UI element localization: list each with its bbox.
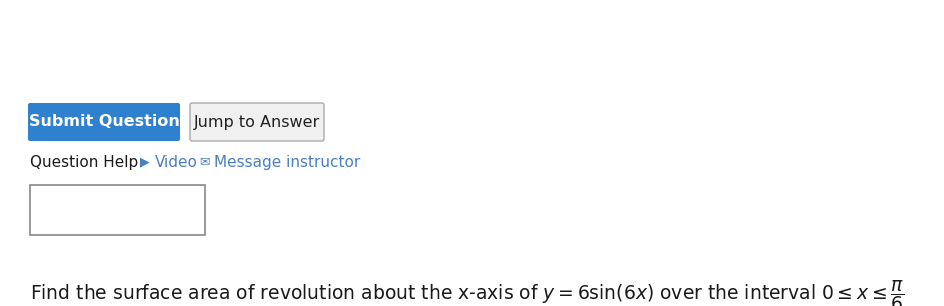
Text: ✉: ✉ — [199, 155, 210, 168]
Bar — [30, 185, 205, 235]
Text: Submit Question: Submit Question — [28, 114, 179, 129]
FancyBboxPatch shape — [28, 103, 179, 141]
Text: Question Help:: Question Help: — [30, 155, 143, 170]
Text: ▶: ▶ — [140, 155, 149, 168]
Text: Video: Video — [155, 155, 197, 170]
Text: Find the surface area of revolution about the x-axis of $y = 6\sin(6x)$ over the: Find the surface area of revolution abou… — [30, 278, 903, 306]
FancyBboxPatch shape — [190, 103, 324, 141]
Text: Jump to Answer: Jump to Answer — [194, 114, 320, 129]
Text: Message instructor: Message instructor — [213, 155, 360, 170]
